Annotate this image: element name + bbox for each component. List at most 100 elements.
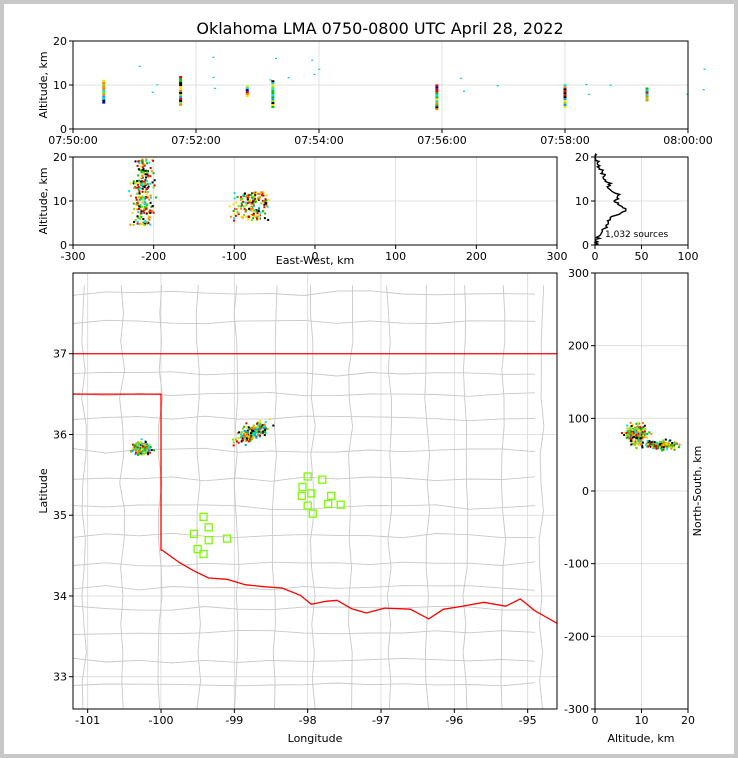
ns-source-mark (653, 441, 656, 444)
plan-source-mark (144, 448, 147, 451)
time-source-mark (271, 100, 275, 103)
ns-source-mark (643, 436, 646, 439)
ew-source-mark (258, 196, 261, 199)
plan-source-mark (251, 426, 254, 429)
ew-source-mark (132, 202, 135, 205)
ew-source-mark (243, 213, 246, 216)
ew-source-mark (144, 176, 147, 179)
ew-source-mark (145, 158, 148, 161)
ns-source-mark (642, 434, 645, 437)
plan-source-mark (258, 425, 261, 428)
ns-source-mark (634, 426, 637, 429)
ns-source-mark (640, 436, 643, 439)
ew-source-mark (146, 203, 149, 206)
time-source-mark (271, 88, 275, 91)
plan-source-mark (146, 447, 149, 450)
ew-source-mark (251, 192, 254, 195)
ew-source-mark (146, 191, 149, 194)
ns-source-mark (640, 439, 643, 442)
plan-source-mark (134, 447, 137, 450)
time-source-mark (179, 78, 183, 81)
time-source-mark (645, 87, 649, 90)
plan-source-mark (237, 437, 240, 440)
ns-source-mark (639, 434, 642, 437)
ew-source-mark (141, 195, 144, 198)
altitude-ns-xtick: 0 (592, 714, 599, 727)
time-altitude-xtick: 07:52:00 (171, 134, 220, 147)
plan-source-mark (253, 432, 256, 435)
ew-source-mark (254, 209, 257, 212)
plan-source-mark (138, 443, 141, 446)
ns-source-mark (660, 443, 663, 446)
time-source-mark (179, 89, 183, 92)
plan-source-mark (145, 445, 148, 448)
plan-view-xtick: -96 (445, 714, 463, 727)
figure-frame: Oklahoma LMA 0750-0800 UTC April 28, 202… (4, 4, 734, 754)
plan-source-mark (248, 429, 251, 432)
ew-source-mark (142, 160, 145, 163)
time-source-mark (156, 84, 159, 86)
ns-source-mark (656, 446, 659, 449)
plan-source-mark (145, 449, 148, 452)
ew-source-mark (247, 194, 250, 197)
ns-source-mark (664, 438, 667, 441)
altitude-ns-ticks: 0 10 20 -300 -200 -100 0 100 200 300 (564, 267, 695, 727)
ns-source-mark (651, 444, 654, 447)
ns-source-mark (666, 448, 669, 451)
ew-source-mark (238, 212, 241, 215)
ew-source-mark (149, 209, 152, 212)
ew-source-mark (141, 174, 144, 177)
plan-source-mark (259, 423, 262, 426)
plan-source-mark (251, 433, 254, 436)
ew-source-mark (256, 209, 259, 212)
ns-source-mark (641, 422, 644, 425)
ns-source-mark (644, 431, 647, 434)
county-line (73, 371, 536, 377)
ew-source-mark (141, 169, 144, 172)
plan-source-mark (249, 438, 252, 441)
ns-source-mark (636, 437, 639, 440)
time-source-mark (563, 88, 567, 91)
ns-source-mark (645, 436, 648, 439)
ns-source-mark (637, 442, 640, 445)
ew-source-mark (268, 198, 271, 201)
ew-source-mark (246, 202, 249, 205)
plan-view-xtick: -98 (299, 714, 317, 727)
plan-source-mark (136, 443, 139, 446)
ns-source-mark (654, 442, 657, 445)
plan-source-mark (153, 449, 156, 452)
ns-source-mark (641, 441, 644, 444)
plan-source-mark (253, 431, 256, 434)
plan-source-mark (260, 431, 263, 434)
plan-source-mark (142, 449, 145, 452)
ew-source-mark (134, 160, 137, 163)
ew-source-mark (143, 170, 146, 173)
time-source-mark (179, 85, 183, 88)
plan-source-mark (253, 427, 256, 430)
time-source-mark (313, 73, 316, 76)
ew-source-mark (140, 210, 143, 213)
ew-source-mark (148, 216, 151, 219)
ew-source-mark (246, 196, 249, 199)
county-line (73, 532, 535, 539)
plan-source-mark (141, 451, 144, 454)
ew-source-mark (154, 196, 157, 199)
ns-source-mark (643, 433, 646, 436)
ew-source-mark (142, 211, 145, 214)
ew-source-mark (239, 198, 242, 201)
altitude-ns-ylabel: North-South, km (691, 446, 704, 537)
ew-source-mark (233, 192, 236, 195)
ew-source-mark (140, 180, 143, 183)
plan-source-mark (129, 450, 132, 453)
time-source-mark (271, 102, 275, 105)
ns-source-mark (665, 443, 668, 446)
time-source-mark (179, 101, 183, 104)
plan-source-mark (264, 432, 267, 435)
ns-source-mark (678, 443, 681, 446)
plan-source-mark (146, 443, 149, 446)
ns-source-mark (641, 444, 644, 447)
ew-source-mark (136, 164, 139, 167)
plan-source-mark (246, 429, 249, 432)
ew-source-mark (149, 201, 152, 204)
altitude-ns-ytick: 100 (568, 412, 589, 425)
